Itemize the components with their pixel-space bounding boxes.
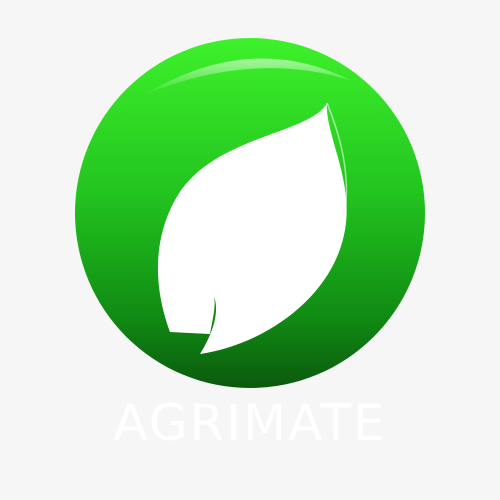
- wordmark: AGRIMATE: [113, 394, 386, 452]
- leaf-shape: [157, 103, 347, 354]
- circle-highlight: [142, 58, 350, 96]
- leaf-edge-highlight: [326, 102, 348, 216]
- wordmark-text: AGRIMATE: [113, 394, 386, 452]
